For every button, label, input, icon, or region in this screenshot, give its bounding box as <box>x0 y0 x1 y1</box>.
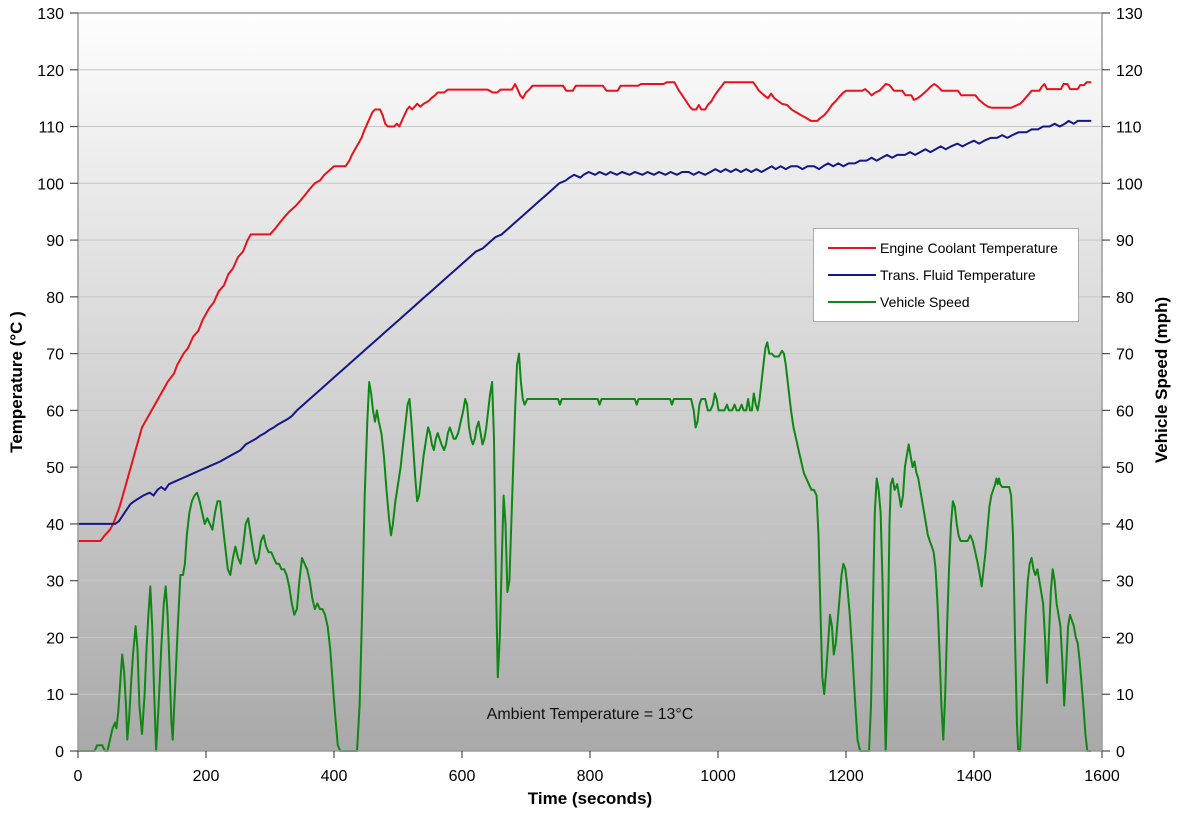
y-axis-tick-label-left: 120 <box>37 63 64 80</box>
legend-item-engine-coolant: Engine Coolant Temperature <box>828 239 1068 257</box>
y-axis-tick-label-right: 70 <box>1116 347 1134 364</box>
series-line-0 <box>77 81 1092 542</box>
legend-item-trans-fluid: Trans. Fluid Temperature <box>828 266 1068 284</box>
series-line-1 <box>77 119 1092 525</box>
y-axis-tick-label-left: 100 <box>37 176 64 193</box>
y-axis-tick-label-left: 20 <box>46 630 64 647</box>
legend-line-swatch <box>828 247 876 249</box>
x-axis-tick-label: 800 <box>577 768 604 785</box>
legend-label: Trans. Fluid Temperature <box>880 267 1036 283</box>
x-axis-tick-label: 400 <box>321 768 348 785</box>
series-line-2 <box>77 341 1092 752</box>
y-axis-tick-label-left: 130 <box>37 6 64 23</box>
y-axis-tick-label-right: 50 <box>1116 460 1134 477</box>
legend-line-swatch <box>828 301 876 303</box>
x-axis-tick-label: 600 <box>449 768 476 785</box>
x-axis-tick-label: 1400 <box>956 768 992 785</box>
y-axis-tick-label-left: 10 <box>46 687 64 704</box>
ambient-temperature-annotation: Ambient Temperature = 13°C <box>486 706 694 723</box>
x-axis-tick-label: 1600 <box>1084 768 1120 785</box>
y-axis-tick-label-right: 30 <box>1116 574 1134 591</box>
y-axis-tick-label-right: 80 <box>1116 290 1134 307</box>
y-axis-tick-label-left: 70 <box>46 347 64 364</box>
plot-background <box>78 13 1102 751</box>
legend-label: Vehicle Speed <box>880 294 970 310</box>
y-axis-title-right: Vehicle Speed (mph) <box>1152 296 1171 464</box>
x-axis-tick-label: 1000 <box>700 768 736 785</box>
x-axis-tick-label: 1200 <box>828 768 864 785</box>
y-axis-tick-label-left: 90 <box>46 233 64 250</box>
y-axis-tick-label-right: 120 <box>1116 63 1143 80</box>
legend-label: Engine Coolant Temperature <box>880 240 1058 256</box>
y-axis-tick-label-left: 80 <box>46 290 64 307</box>
y-axis-tick-label-left: 0 <box>55 744 64 761</box>
x-axis-tick-label: 0 <box>74 768 83 785</box>
y-axis-tick-label-left: 40 <box>46 517 64 534</box>
y-axis-tick-label-right: 90 <box>1116 233 1134 250</box>
y-axis-tick-label-left: 50 <box>46 460 64 477</box>
y-axis-tick-label-right: 110 <box>1116 120 1142 137</box>
y-axis-tick-label-right: 60 <box>1116 403 1134 420</box>
y-axis-tick-label-left: 110 <box>38 120 64 137</box>
x-axis-title: Time (seconds) <box>527 789 653 808</box>
y-axis-tick-label-right: 0 <box>1116 744 1125 761</box>
y-axis-tick-label-right: 10 <box>1116 687 1134 704</box>
y-axis-tick-label-left: 30 <box>46 574 64 591</box>
y-axis-tick-label-right: 100 <box>1116 176 1143 193</box>
y-axis-tick-label-right: 130 <box>1116 6 1143 23</box>
y-axis-tick-label-right: 40 <box>1116 517 1134 534</box>
y-axis-tick-label-right: 20 <box>1116 630 1134 647</box>
legend-line-swatch <box>828 274 876 276</box>
legend: Engine Coolant Temperature Trans. Fluid … <box>813 228 1079 322</box>
x-axis-tick-label: 200 <box>193 768 220 785</box>
y-axis-title-left: Temperature (°C ) <box>7 311 26 453</box>
y-axis-tick-label-left: 60 <box>46 403 64 420</box>
legend-item-vehicle-speed: Vehicle Speed <box>828 293 1068 311</box>
